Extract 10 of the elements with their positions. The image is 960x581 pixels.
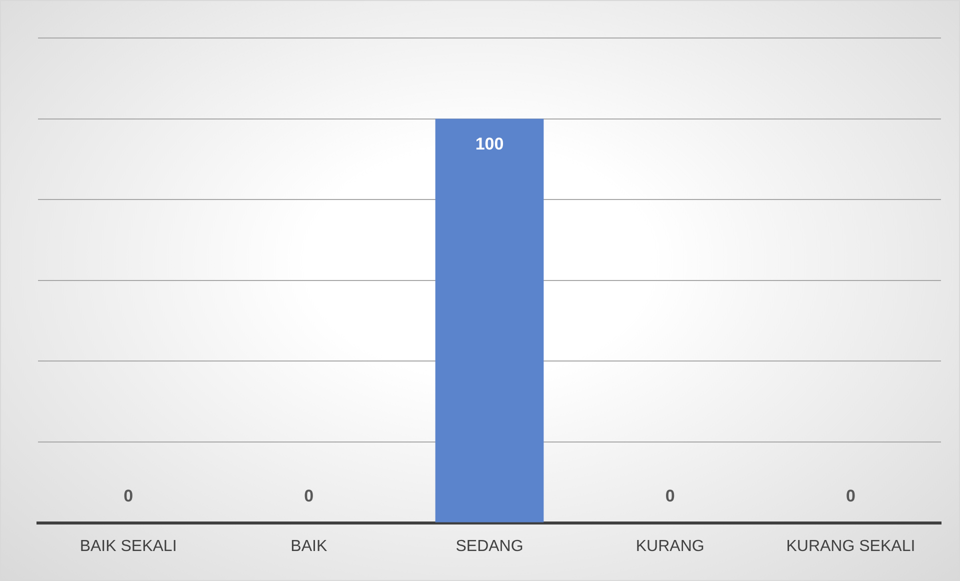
x-tick-label: BAIK SEKALI (80, 538, 177, 555)
x-tick-label: KURANG (636, 538, 704, 555)
data-label: 0 (846, 486, 856, 506)
x-tick-label: KURANG SEKALI (786, 538, 916, 555)
x-tick-label: BAIK (290, 538, 328, 555)
data-label: 0 (304, 486, 314, 506)
data-label: 100 (475, 134, 504, 154)
x-tick-label: SEDANG (456, 538, 524, 555)
data-label: 0 (665, 486, 675, 506)
data-label: 0 (124, 486, 134, 506)
